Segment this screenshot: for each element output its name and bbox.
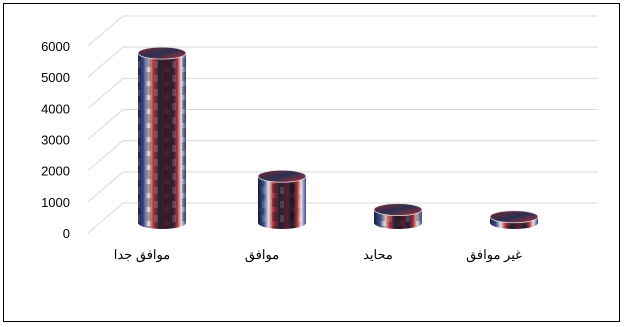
y-tick-label: 5000	[41, 70, 70, 85]
bar-top	[257, 169, 307, 183]
bar-texture	[258, 176, 306, 229]
category-label: موافق	[245, 247, 279, 263]
y-tick-label: 4000	[41, 101, 70, 116]
bar	[489, 210, 539, 229]
bar-top	[489, 210, 539, 224]
y-tick-label: 3000	[41, 133, 70, 148]
gridline	[87, 46, 598, 78]
category-label: موافق جدا	[114, 247, 170, 263]
y-tick-label: 6000	[41, 39, 70, 54]
y-tick-label: 0	[63, 226, 70, 241]
gridline	[87, 140, 598, 172]
gridline	[87, 202, 598, 234]
chart-frame	[3, 3, 620, 322]
gridline	[87, 15, 598, 47]
gridline	[87, 171, 598, 203]
bar-top	[373, 203, 423, 216]
category-label: محايد	[363, 247, 393, 262]
gridline	[87, 77, 598, 109]
bar-texture	[138, 53, 186, 230]
y-tick-label: 2000	[41, 164, 70, 179]
y-tick-label: 1000	[41, 195, 70, 210]
bar	[257, 169, 307, 229]
bar	[137, 46, 187, 230]
gridline	[87, 109, 598, 140]
category-label: غير موافق	[466, 247, 522, 263]
bar-top	[137, 46, 187, 60]
bar	[373, 203, 423, 229]
